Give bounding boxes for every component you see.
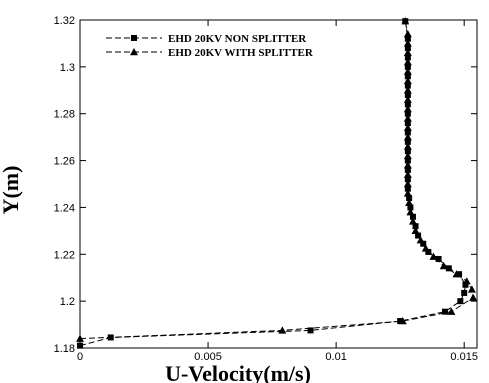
y-tick-label: 1.2 xyxy=(60,296,75,308)
triangle-data-point xyxy=(403,95,412,103)
x-axis: 0 0.005 0.01 0.015 xyxy=(77,20,478,363)
triangle-data-point xyxy=(403,142,412,150)
square-data-point xyxy=(404,63,411,70)
triangle-data-point xyxy=(403,189,412,197)
square-data-point xyxy=(457,298,464,305)
square-data-point xyxy=(407,204,414,211)
triangle-data-point xyxy=(452,270,461,278)
triangle-data-point xyxy=(467,285,476,293)
triangle-data-point xyxy=(403,123,412,131)
y-tick-label: 1.18 xyxy=(54,343,75,355)
triangle-data-point xyxy=(421,244,430,252)
triangle-data-point xyxy=(406,208,415,216)
triangle-data-point xyxy=(403,151,412,160)
triangle-data-point xyxy=(76,334,84,342)
square-data-point xyxy=(441,308,448,315)
square-data-point xyxy=(461,289,468,296)
square-data-point xyxy=(406,195,413,202)
series-2 xyxy=(76,17,478,342)
square-data-point xyxy=(404,73,411,80)
triangle-data-point xyxy=(403,114,412,122)
legend-label: EHD 20KV WITH SPLITTER xyxy=(168,47,314,59)
triangle-data-point xyxy=(398,317,407,325)
x-tick-label: 0.005 xyxy=(194,351,222,363)
square-data-point xyxy=(420,240,427,247)
y-tick-label: 1.26 xyxy=(54,156,75,168)
square-data-point xyxy=(404,45,411,52)
y-tick-label: 1.24 xyxy=(54,202,75,214)
y-tick-label: 1.22 xyxy=(54,249,75,261)
square-data-point xyxy=(404,35,411,42)
triangle-data-point xyxy=(403,86,412,94)
triangle-data-point xyxy=(403,67,412,75)
triangle-data-point xyxy=(401,17,410,25)
y-tick-label: 1.3 xyxy=(60,62,75,74)
x-tick-label: 0.015 xyxy=(450,351,478,363)
square-data-point xyxy=(445,265,452,272)
triangle-data-point xyxy=(447,307,456,315)
legend-triangle-marker xyxy=(130,48,138,56)
legend: EHD 20KV NON SPLITTER EHD 20KV WITH SPLIT… xyxy=(106,33,314,59)
series-layer xyxy=(76,17,478,349)
triangle-data-point xyxy=(403,58,412,66)
triangle-data-point xyxy=(469,293,478,301)
plot-area-frame xyxy=(79,19,478,349)
square-data-point xyxy=(307,327,314,334)
triangle-data-point xyxy=(429,252,438,260)
series-1 xyxy=(77,18,469,349)
square-data-point xyxy=(409,213,416,220)
triangle-data-point xyxy=(403,39,412,47)
y-tick-label: 1.28 xyxy=(54,109,75,121)
series-line xyxy=(79,21,474,340)
triangle-data-point xyxy=(403,48,412,56)
square-data-point xyxy=(435,255,442,262)
triangle-data-point xyxy=(416,236,425,244)
square-data-point xyxy=(412,223,419,230)
triangle-data-point xyxy=(403,170,412,178)
triangle-data-point xyxy=(403,30,412,38)
legend-label: EHD 20KV NON SPLITTER xyxy=(168,33,307,45)
y-axis: 1.18 1.2 1.22 1.24 1.26 1.28 1.3 1.32 xyxy=(54,15,477,355)
x-tick-label: 0 xyxy=(77,351,83,363)
x-axis-title: U-Velocity(m/s) xyxy=(165,361,311,383)
x-tick-label: 0.01 xyxy=(325,351,346,363)
triangle-data-point xyxy=(439,262,448,270)
triangle-data-point xyxy=(408,217,417,225)
triangle-data-point xyxy=(403,161,412,169)
square-data-point xyxy=(425,248,432,255)
triangle-data-point xyxy=(405,198,414,206)
triangle-data-point xyxy=(403,180,412,188)
triangle-data-point xyxy=(411,226,420,235)
triangle-data-point xyxy=(462,277,471,285)
square-data-point xyxy=(456,271,463,278)
y-axis-title: Y(m) xyxy=(0,166,23,215)
triangle-data-point xyxy=(403,76,412,85)
triangle-data-point xyxy=(278,326,287,334)
square-data-point xyxy=(462,281,469,288)
triangle-data-point xyxy=(403,133,412,141)
legend-square-marker xyxy=(131,35,137,41)
square-data-point xyxy=(415,232,422,239)
square-data-point xyxy=(77,342,83,349)
square-data-point xyxy=(404,54,411,61)
triangle-data-point xyxy=(403,105,412,113)
y-tick-label: 1.32 xyxy=(54,15,75,27)
